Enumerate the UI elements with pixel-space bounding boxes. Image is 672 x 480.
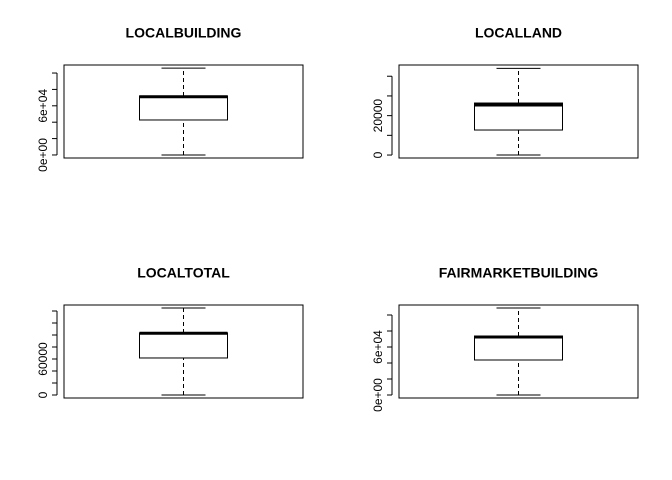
y-tick-label: 60000 bbox=[36, 342, 50, 376]
panel-title: FAIRMARKETBUILDING bbox=[439, 265, 599, 281]
y-tick-label: 6e+04 bbox=[36, 89, 50, 123]
y-tick-label: 0 bbox=[36, 391, 50, 398]
y-tick-label: 0e+00 bbox=[371, 378, 385, 412]
plot-frame bbox=[63, 304, 304, 399]
y-tick-label: 0 bbox=[371, 151, 385, 158]
panel-title: LOCALTOTAL bbox=[137, 265, 230, 281]
y-tick-label: 20000 bbox=[371, 99, 385, 133]
box bbox=[474, 102, 563, 131]
box bbox=[474, 335, 563, 361]
y-tick-label: 0e+00 bbox=[36, 138, 50, 172]
plot-frame bbox=[63, 64, 304, 159]
y-tick-label: 6e+04 bbox=[371, 330, 385, 364]
box bbox=[139, 95, 228, 121]
panel-title: LOCALBUILDING bbox=[126, 25, 242, 41]
panel-title: LOCALLAND bbox=[475, 25, 562, 41]
box bbox=[139, 332, 228, 359]
plot-frame bbox=[398, 64, 639, 159]
plot-frame bbox=[398, 304, 639, 399]
